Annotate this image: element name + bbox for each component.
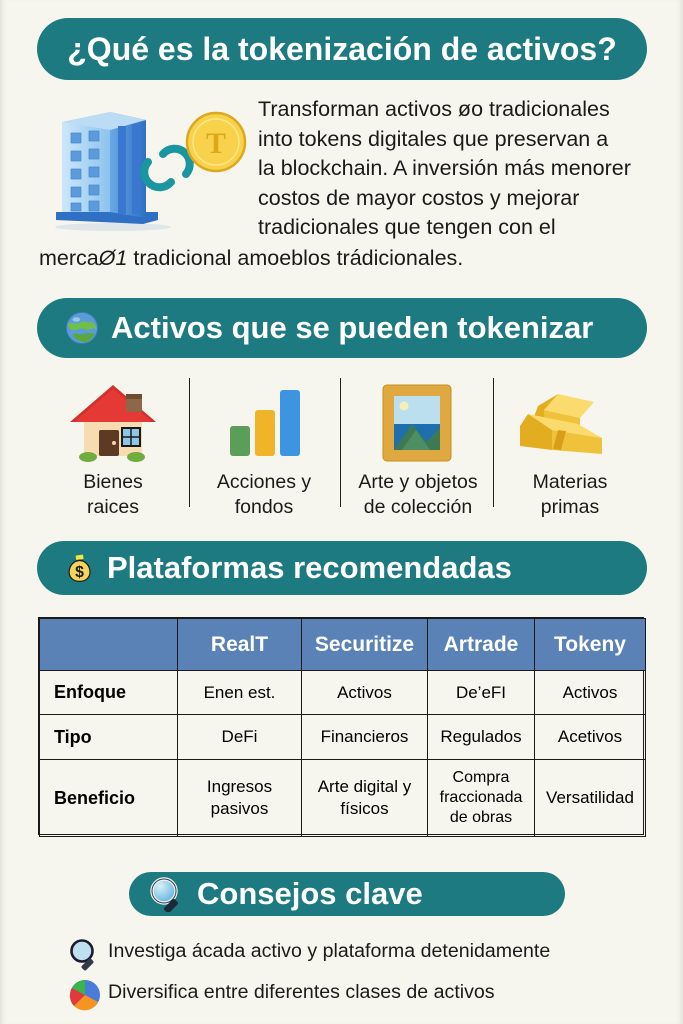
svg-text:T: T (206, 127, 226, 160)
svg-text:$: $ (75, 564, 84, 581)
